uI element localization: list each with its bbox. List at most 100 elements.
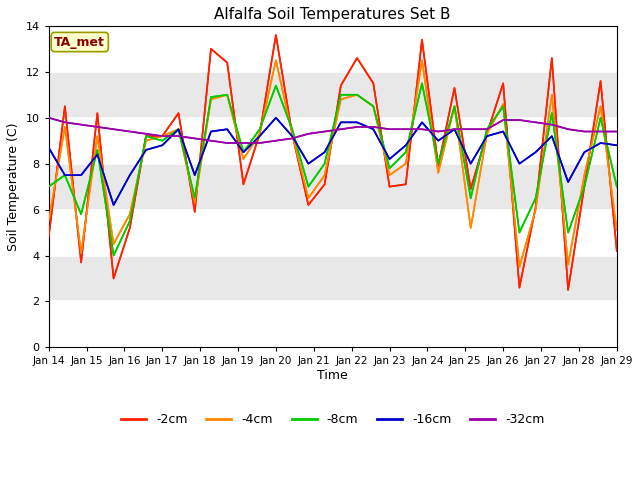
-32cm xyxy=(321,129,328,134)
-2cm xyxy=(272,32,280,38)
-32cm xyxy=(516,117,524,123)
-4cm xyxy=(483,131,491,137)
-8cm xyxy=(613,184,621,190)
-8cm xyxy=(305,184,312,190)
-32cm xyxy=(159,133,166,139)
-16cm xyxy=(159,143,166,148)
-4cm xyxy=(109,241,117,247)
-8cm xyxy=(207,94,215,100)
-4cm xyxy=(321,172,328,178)
-32cm xyxy=(386,126,394,132)
-4cm xyxy=(126,211,134,217)
-32cm xyxy=(223,140,231,146)
-32cm xyxy=(93,124,101,130)
-4cm xyxy=(516,264,524,270)
-2cm xyxy=(548,55,556,61)
-4cm xyxy=(239,156,247,162)
-32cm xyxy=(564,126,572,132)
-8cm xyxy=(159,138,166,144)
-8cm xyxy=(175,126,182,132)
-2cm xyxy=(223,60,231,65)
-2cm xyxy=(435,163,442,169)
-8cm xyxy=(451,103,458,109)
-16cm xyxy=(467,161,474,167)
-2cm xyxy=(483,131,491,137)
Bar xyxy=(49,118,617,164)
Line: -32cm: -32cm xyxy=(49,118,617,143)
-2cm xyxy=(613,248,621,254)
Bar xyxy=(49,301,617,348)
-4cm xyxy=(418,58,426,63)
-16cm xyxy=(402,143,410,148)
-16cm xyxy=(596,140,604,146)
-8cm xyxy=(580,184,588,190)
-16cm xyxy=(548,133,556,139)
-8cm xyxy=(191,195,198,201)
-8cm xyxy=(402,149,410,155)
-4cm xyxy=(402,161,410,167)
-8cm xyxy=(418,81,426,86)
-4cm xyxy=(256,131,264,137)
-4cm xyxy=(207,96,215,102)
-8cm xyxy=(483,126,491,132)
Line: -2cm: -2cm xyxy=(49,35,617,290)
-8cm xyxy=(564,229,572,235)
-16cm xyxy=(532,149,540,155)
-4cm xyxy=(142,138,150,144)
-16cm xyxy=(613,143,621,148)
-4cm xyxy=(564,262,572,267)
-32cm xyxy=(532,120,540,125)
-16cm xyxy=(142,147,150,153)
-16cm xyxy=(580,149,588,155)
-32cm xyxy=(613,129,621,134)
-16cm xyxy=(451,126,458,132)
-32cm xyxy=(45,115,52,120)
-4cm xyxy=(159,133,166,139)
X-axis label: Time: Time xyxy=(317,369,348,382)
-16cm xyxy=(207,129,215,134)
-16cm xyxy=(191,172,198,178)
-2cm xyxy=(159,133,166,139)
-32cm xyxy=(402,126,410,132)
-2cm xyxy=(353,55,361,61)
-16cm xyxy=(353,120,361,125)
-16cm xyxy=(516,161,524,167)
-32cm xyxy=(288,135,296,141)
-8cm xyxy=(126,218,134,224)
-4cm xyxy=(532,207,540,213)
-32cm xyxy=(596,129,604,134)
Title: Alfalfa Soil Temperatures Set B: Alfalfa Soil Temperatures Set B xyxy=(214,7,451,22)
-8cm xyxy=(239,149,247,155)
-2cm xyxy=(467,186,474,192)
-8cm xyxy=(272,83,280,88)
-8cm xyxy=(223,92,231,97)
-16cm xyxy=(272,115,280,120)
-16cm xyxy=(418,120,426,125)
-4cm xyxy=(613,228,621,233)
-16cm xyxy=(305,161,312,167)
-4cm xyxy=(548,92,556,97)
-4cm xyxy=(353,92,361,97)
-32cm xyxy=(109,126,117,132)
-8cm xyxy=(288,126,296,132)
-2cm xyxy=(451,85,458,91)
-8cm xyxy=(337,92,345,97)
-8cm xyxy=(77,211,85,217)
-32cm xyxy=(353,124,361,130)
-4cm xyxy=(61,124,68,130)
-8cm xyxy=(45,184,52,190)
-4cm xyxy=(369,103,377,109)
-32cm xyxy=(256,140,264,146)
-2cm xyxy=(369,81,377,86)
-32cm xyxy=(77,122,85,128)
-8cm xyxy=(516,229,524,235)
-2cm xyxy=(402,181,410,187)
-32cm xyxy=(191,135,198,141)
-2cm xyxy=(386,184,394,190)
-32cm xyxy=(467,126,474,132)
-2cm xyxy=(321,181,328,187)
-4cm xyxy=(175,126,182,132)
-16cm xyxy=(435,138,442,144)
-2cm xyxy=(288,131,296,137)
-32cm xyxy=(337,126,345,132)
